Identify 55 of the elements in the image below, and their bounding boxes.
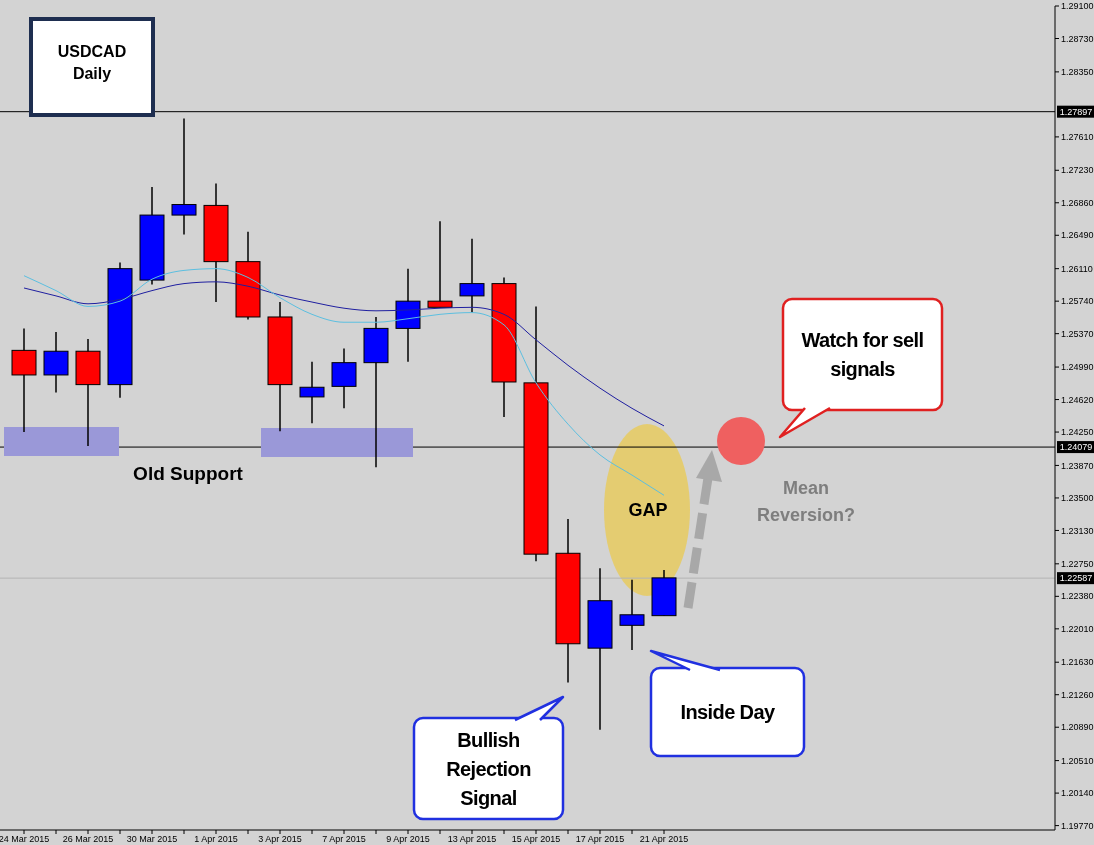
x-tick-label: 3 Apr 2015 (258, 834, 302, 844)
x-tick-label: 30 Mar 2015 (126, 834, 178, 844)
y-tick-label: 1.21260 (1061, 689, 1094, 700)
x-tick-label: 13 Apr 2015 (447, 834, 497, 844)
y-tick-label: 1.28350 (1061, 67, 1094, 78)
x-tick-label: 15 Apr 2015 (511, 834, 561, 844)
y-tick-label: 1.22380 (1061, 591, 1094, 602)
line-series (23, 268, 665, 496)
candlestick (171, 117, 197, 236)
y-tick-label: 1.23870 (1061, 460, 1094, 471)
annotation: Old Support (133, 463, 244, 484)
y-tick-label: 1.25370 (1061, 328, 1094, 339)
x-tick-label: 24 Mar 2015 (0, 834, 50, 844)
x-tick-label: 17 Apr 2015 (575, 834, 625, 844)
x-tick-label: 26 Mar 2015 (62, 834, 114, 844)
candlestick (331, 347, 357, 410)
y-tick-label: 1.29100 (1061, 1, 1094, 12)
ref-line-label: 1.22587 (1059, 573, 1093, 584)
y-tick-label: 1.27230 (1061, 165, 1094, 176)
ref-line-label: 1.27897 (1059, 106, 1093, 117)
y-tick-label: 1.23130 (1061, 525, 1094, 536)
y-tick-label: 1.26860 (1061, 197, 1094, 208)
x-tick-label: 1 Apr 2015 (194, 834, 238, 844)
y-tick-label: 1.24250 (1061, 427, 1094, 438)
x-tick-label: 9 Apr 2015 (386, 834, 430, 844)
ref-line-label: 1.24079 (1059, 442, 1093, 453)
y-tick-label: 1.23500 (1061, 493, 1094, 504)
line-series (23, 281, 665, 427)
text: Mean Reversion? (756, 478, 856, 525)
y-tick-label: 1.28730 (1061, 33, 1094, 44)
x-tick-label: 7 Apr 2015 (322, 834, 366, 844)
x-tick-label: 21 Apr 2015 (639, 834, 689, 844)
y-tick-label: 1.24620 (1061, 394, 1094, 405)
candlestick (619, 578, 645, 651)
annotation: GAP (628, 500, 668, 520)
candlestick (43, 331, 69, 394)
text: Watch for sell signals (801, 329, 924, 380)
y-tick-label: 1.22750 (1061, 558, 1094, 569)
candlestick (299, 361, 325, 425)
annotation: Bullish Rejection Signal (446, 728, 531, 809)
y-tick-label: 1.24990 (1061, 362, 1094, 373)
y-tick-label: 1.20510 (1061, 755, 1094, 766)
y-tick-label: 1.20890 (1061, 722, 1094, 733)
y-tick-label: 1.27610 (1061, 132, 1094, 143)
candlestick (427, 220, 453, 309)
y-tick-label: 1.20140 (1061, 788, 1094, 799)
y-tick-label: 1.26490 (1061, 230, 1094, 241)
y-tick-label: 1.22010 (1061, 623, 1094, 634)
text: USDCAD Daily (57, 43, 127, 82)
y-tick-label: 1.21630 (1061, 657, 1094, 668)
y-tick-label: 1.25740 (1061, 296, 1094, 307)
text: Inside Day (680, 701, 776, 723)
y-tick-label: 1.26110 (1061, 263, 1093, 274)
y-tick-label: 1.19770 (1061, 820, 1094, 831)
candlestick (459, 238, 485, 314)
